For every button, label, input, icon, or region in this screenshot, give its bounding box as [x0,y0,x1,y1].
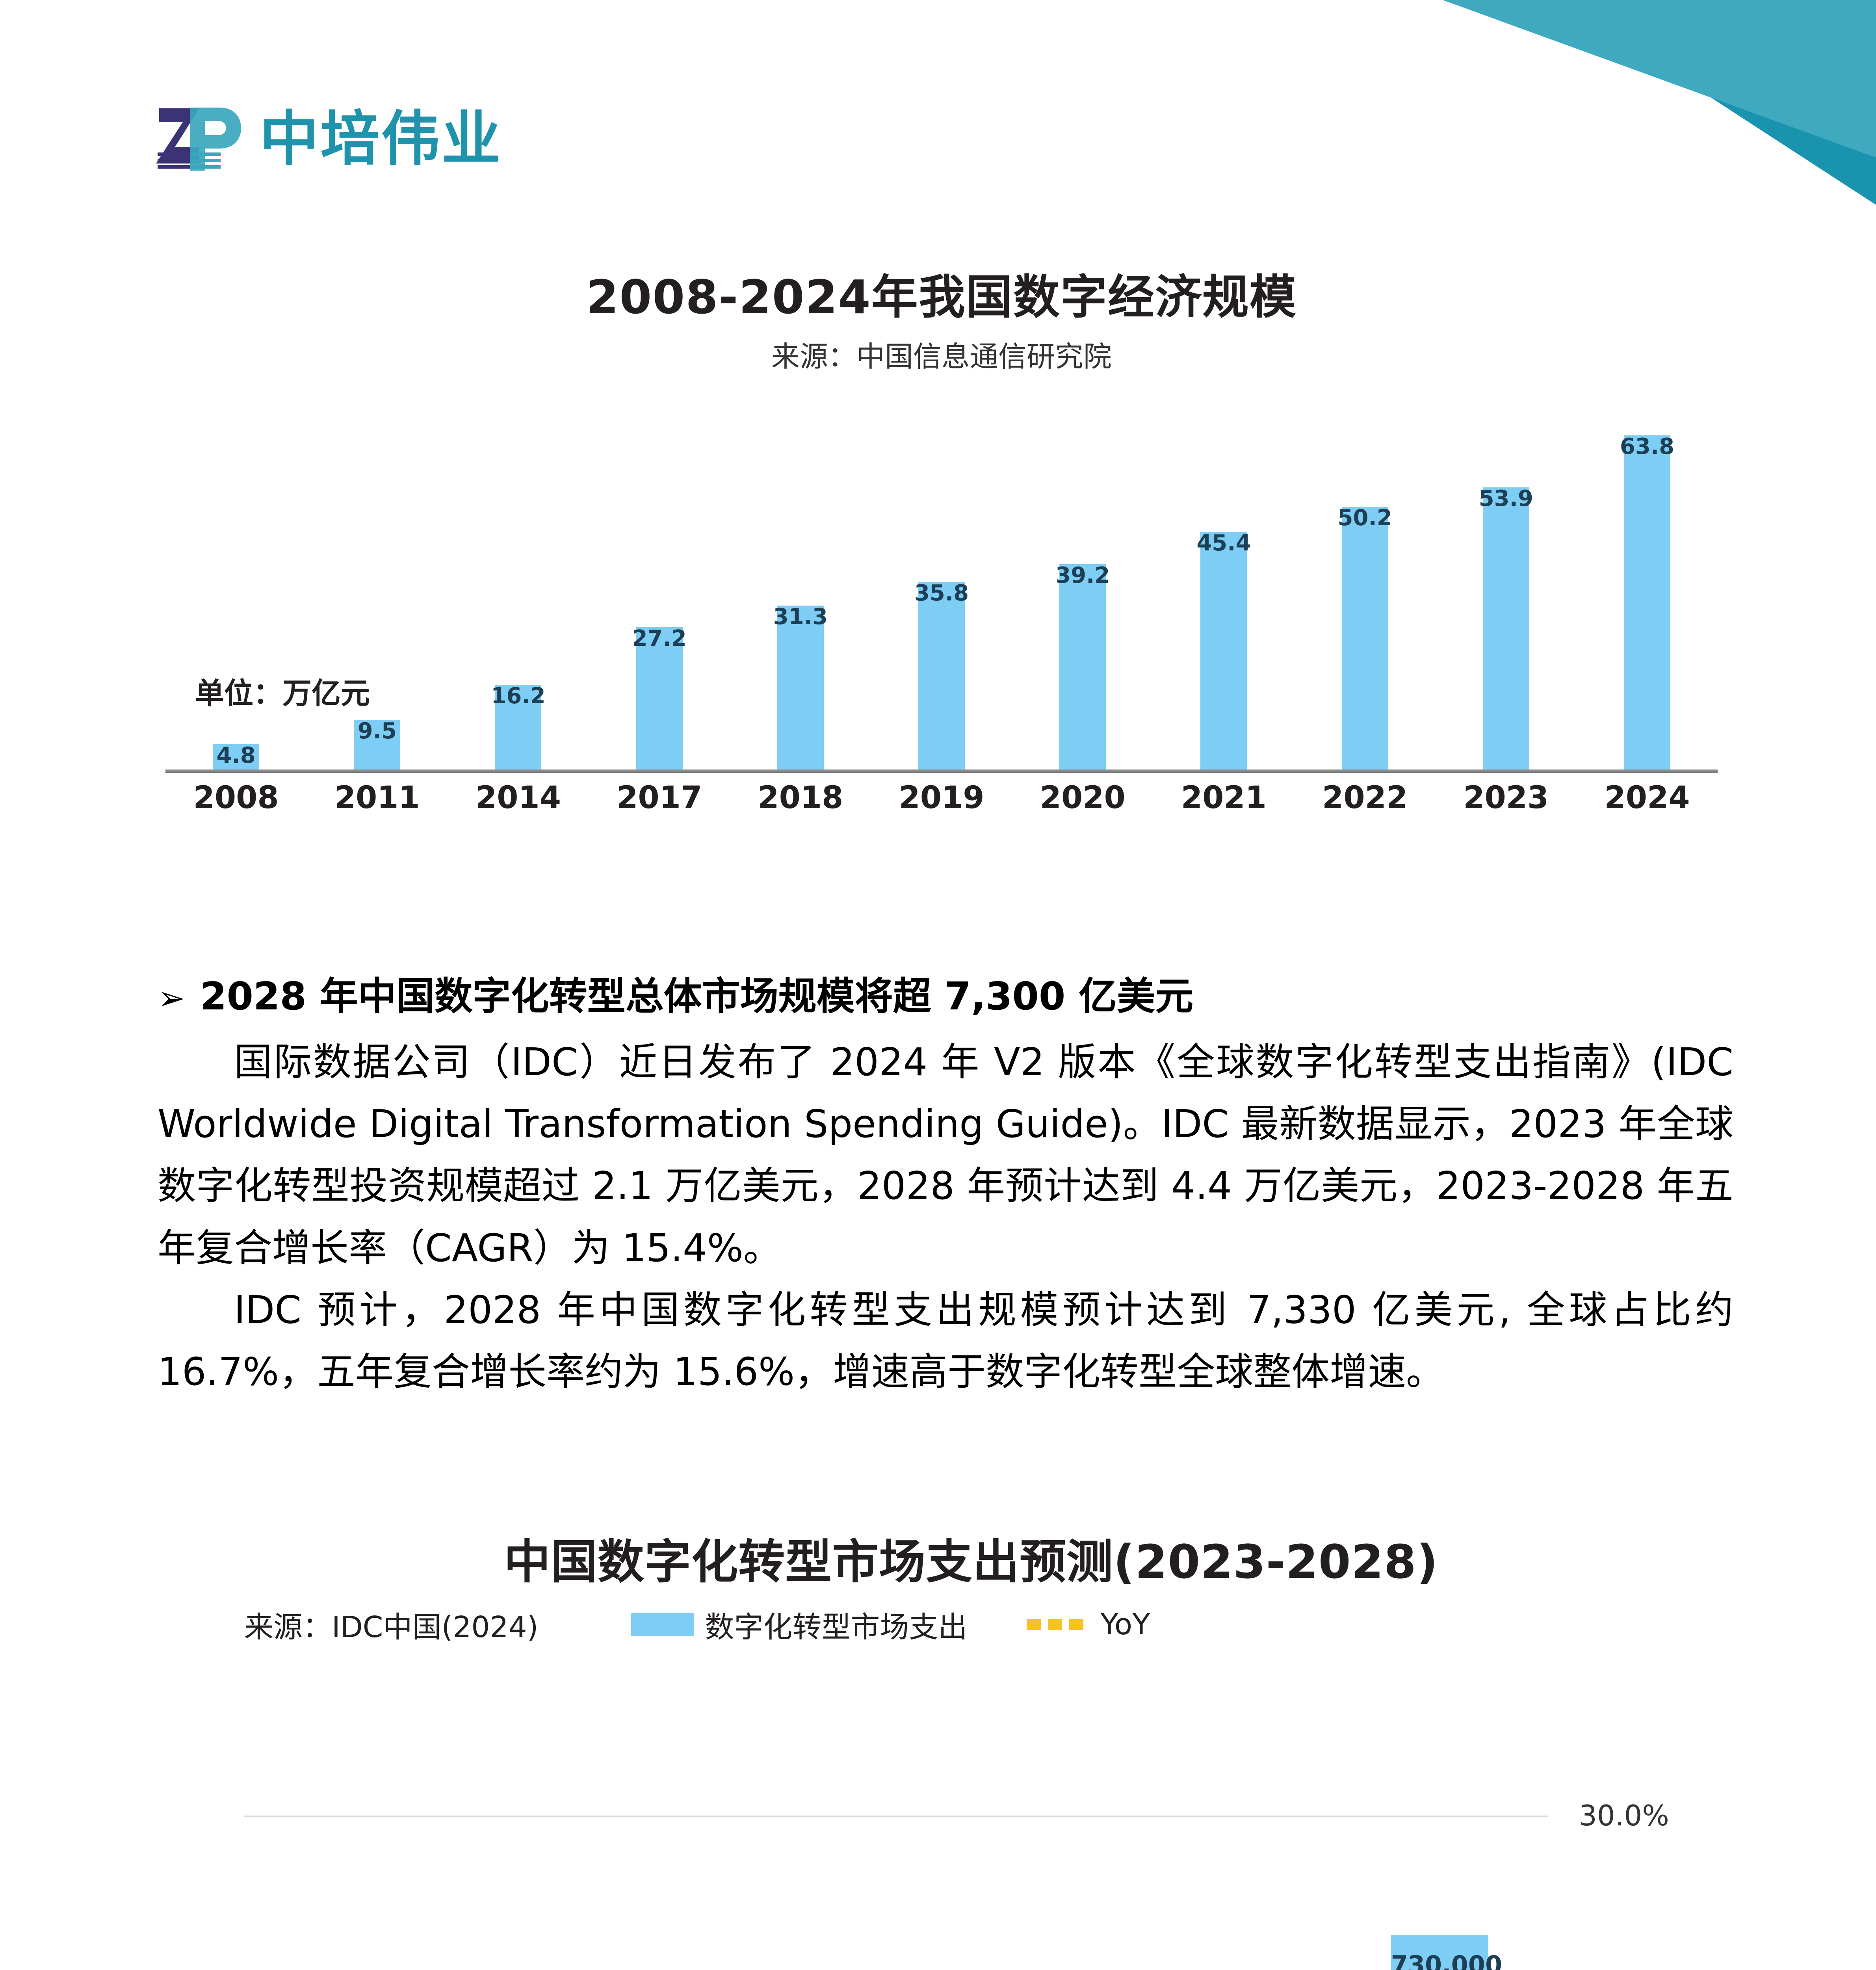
chart2-source: 来源：IDC中国(2024) [244,1610,539,1644]
chart1-bar-column: 35.8 [871,403,1012,769]
section-heading-text: 2028 年中国数字化转型总体市场规模将超 7,300 亿美元 [200,974,1194,1018]
article-body: ➢ 2028 年中国数字化转型总体市场规模将超 7,300 亿美元 国际数据公司… [158,965,1733,1403]
chart1-x-label: 2017 [617,780,702,816]
chart2-gridline [244,1816,1548,1817]
chart2-bar-column: 640,000百万美元 [1114,1816,1331,1970]
chart1-bar-column: 4.8 [165,403,306,769]
chart1-x-label: 2008 [193,780,279,816]
paragraph-idc-global: 国际数据公司（IDC）近日发布了 2024 年 V2 版本《全球数字化转型支出指… [158,1040,1733,1270]
chart1-bar: 27.2 [632,626,687,769]
chart1-bar: 4.8 [213,743,260,769]
chart1-bar: 39.2 [1055,563,1110,769]
chart1-bar-value: 63.8 [1620,434,1675,460]
legend-dashed-line-icon [1026,1619,1090,1630]
legend-item-spending: 数字化转型市场支出 [631,1604,968,1646]
chart1-bar: 63.8 [1620,434,1674,769]
chart1-bar-value: 50.2 [1337,505,1392,531]
chart1-x-label: 2021 [1181,780,1267,816]
chart1-bar-value: 53.9 [1479,485,1533,511]
chart1-bar-column: 39.2 [1012,403,1153,769]
chart1-x-tick-labels: 2008 2011 2014 2017 2018 2019 2020 2021 2022 2023… [165,780,1718,839]
chart1-plot-area: 单位：万亿元 4.8 9.5 16.2 27.2 31.3 35.8 39.2 45.4 50.… [165,402,1718,839]
chart1-bar-value: 31.3 [773,604,828,630]
arrow-bullet-icon: ➢ [158,979,186,1017]
chart2-title: 中国数字化转型市场支出预测(2023-2028) [504,1535,1438,1589]
chart1-bar: 53.9 [1479,486,1533,769]
chart2-y-label: 30.0% [1579,1799,1669,1832]
chart1-unit-label: 单位：万亿元 [195,676,370,710]
chart1-bar-value: 4.8 [216,743,256,769]
chart1-bar-value: 27.2 [632,625,687,651]
chart1-bar-column: 50.2 [1295,403,1436,769]
chart1-bar-column: 9.5 [306,403,448,769]
chart1-bar-column: 53.9 [1436,403,1577,769]
chart1-x-label: 2018 [758,780,843,816]
chart1-bar: 31.3 [773,604,828,769]
chart1-bar-value: 16.2 [491,683,546,709]
chart2-bar-column: 570,000百万美元 [896,1816,1114,1970]
chart-china-dx-spending-forecast: 中国数字化转型市场支出预测(2023-2028) 来源：IDC中国(2024) … [221,1535,1722,1970]
chart2-bar-column: 490,000百万美元 [679,1816,896,1970]
section-heading: ➢ 2028 年中国数字化转型总体市场规模将超 7,300 亿美元 [158,965,1733,1027]
paragraph-idc-china: IDC 预计，2028 年中国数字化转型支出规模预计达到 7,330 亿美元, … [158,1287,1733,1394]
chart1-title: 2008-2024年我国数字经济规模 [586,270,1297,324]
chart1-x-label: 2024 [1604,780,1690,816]
chart1-bar-column: 45.4 [1153,403,1294,769]
corner-ribbon-top-right [1356,0,1876,205]
chart1-source: 来源：中国信息通信研究院 [771,340,1112,373]
brand-logo: 中培伟业 [152,100,502,177]
chart1-x-label: 2023 [1463,780,1549,816]
chart1-bar-value: 35.8 [914,580,969,606]
chart1-bar-value: 39.2 [1055,563,1110,589]
chart-digital-economy-scale: 2008-2024年我国数字经济规模 来源：中国信息通信研究院 单位：万亿元 4… [165,270,1718,942]
chart1-x-label: 2014 [475,780,561,816]
chart2-bar-value: 730,000百万美元 [1391,1950,1503,1970]
chart1-bar-value: 45.4 [1196,530,1251,556]
zp-logo-mark [152,100,245,177]
chart1-x-label: 2011 [334,780,420,816]
chart1-bar: 9.5 [354,718,401,769]
chart2-plot-area: 30.0%20.0%10.0%0.0% 350,000百万美元410,000百万… [221,1718,1722,1970]
legend-label-yoy: YoY [1100,1608,1150,1642]
legend-item-yoy: YoY [1026,1608,1150,1642]
chart2-yoy-line [244,1816,638,1970]
chart2-bar-group: 350,000百万美元410,000百万美元490,000百万美元570,000… [244,1816,1548,1970]
chart1-x-axis-line [165,769,1718,773]
chart1-bar-value: 9.5 [357,718,397,744]
chart2-legend: 来源：IDC中国(2024) 数字化转型市场支出 YoY [221,1604,1722,1646]
brand-wordmark: 中培伟业 [260,104,503,173]
chart2-bar: 730,000百万美元 [1391,1935,1503,1970]
chart1-x-label: 2020 [1040,780,1126,816]
chart1-x-label: 2019 [899,780,984,816]
chart2-bar-column: 730,000百万美元 [1331,1816,1548,1970]
chart1-bar: 16.2 [491,683,546,769]
chart1-bar: 35.8 [914,580,969,769]
chart1-bar: 45.4 [1196,530,1251,769]
legend-swatch-bar-icon [631,1613,694,1637]
chart1-bar-column: 31.3 [730,403,871,769]
chart1-bar-column: 16.2 [448,403,589,769]
chart1-bar-column: 27.2 [589,403,730,769]
chart1-bar-column: 63.8 [1577,403,1718,769]
chart1-x-label: 2022 [1322,780,1408,816]
legend-label-spending: 数字化转型市场支出 [705,1610,968,1644]
chart1-bar-group: 4.8 9.5 16.2 27.2 31.3 35.8 39.2 45.4 50.2 53.9 63… [165,403,1718,769]
chart1-bar: 50.2 [1338,505,1392,769]
